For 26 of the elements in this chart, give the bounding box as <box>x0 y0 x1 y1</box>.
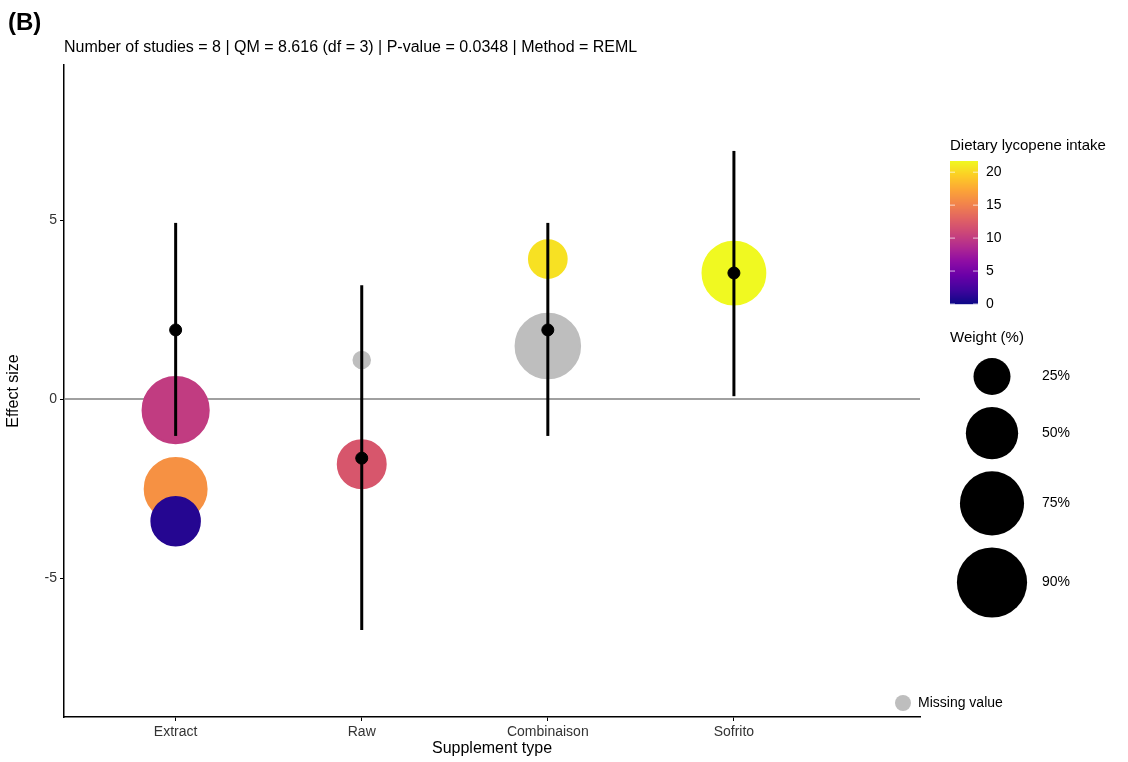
legend-label: 25% <box>1042 367 1071 384</box>
x-axis-title: Supplement type <box>431 738 553 756</box>
legend-label: Missing value <box>918 693 1004 710</box>
color-bar-label: 10 <box>986 228 1002 245</box>
y-tick-label: -5 <box>44 568 58 585</box>
color-bar-label: 20 <box>986 163 1002 180</box>
legend-title: Weight (%) <box>950 328 1024 345</box>
y-axis-title: Effect size <box>4 354 22 428</box>
text: (B) <box>8 8 42 35</box>
point <box>727 266 741 280</box>
chart-title: Number of studies = 8 | QM = 8.616 (df = 3) | P-value = 0.0348 | Method = REML <box>64 38 638 55</box>
y-tick-label: 0 <box>49 389 58 406</box>
color-bar-label: 5 <box>986 261 994 278</box>
color-bar-label: 0 <box>986 294 994 311</box>
legend-label: 75% <box>1042 494 1071 511</box>
x-tick-label: Combinaison <box>506 723 589 740</box>
y-tick-label: 5 <box>49 210 58 227</box>
legend-label: 50% <box>1042 424 1071 441</box>
x-tick-label: Raw <box>347 723 377 740</box>
legend-label: 90% <box>1042 573 1071 590</box>
x-tick-label: Sofrito <box>713 723 755 740</box>
color-bar-label: 15 <box>986 196 1002 213</box>
point <box>169 323 183 337</box>
color-bar-title: Dietary lycopene intake <box>950 136 1106 153</box>
point <box>541 323 555 337</box>
x-tick-label: Extract <box>153 723 198 740</box>
